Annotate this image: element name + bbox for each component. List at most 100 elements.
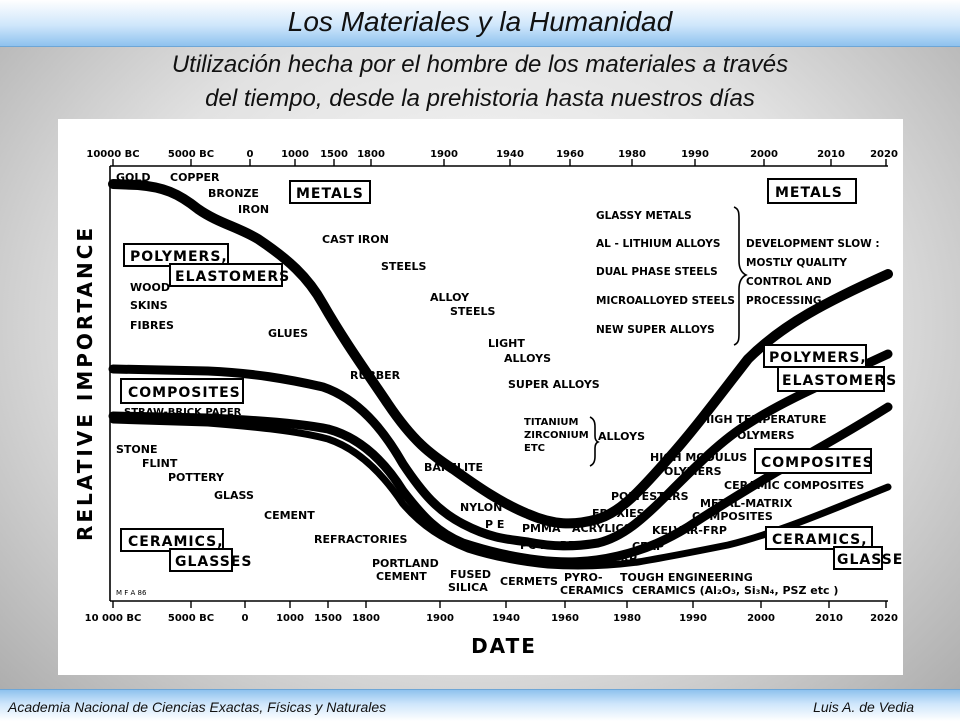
label-steels: STEELS [381,260,426,273]
elastomers-box-right [777,366,885,392]
label-super-alloys: SUPER ALLOYS [508,378,600,391]
materials-evolution-figure: 10000 BC 5000 BC 0 1000 1500 1800 1900 1… [58,119,903,675]
label-dual-phase: DUAL PHASE STEELS [596,266,718,278]
label-nylon: NYLON [460,501,502,514]
label-acrylics: ACRYLICS [572,522,632,535]
y-axis-title: RELATIVE IMPORTANCE [73,225,97,541]
label-stone: STONE [116,443,158,456]
ceramics-curve [109,416,892,570]
label-titanium: TITANIUM [524,417,579,428]
label-cermets: CERMETS [500,575,558,588]
slide-title: Los Materiales y la Humanidad [287,6,673,37]
top-tick-label: 5000 BC [168,149,214,160]
label-skins: SKINS [130,299,168,312]
label-glues: GLUES [268,327,308,340]
composites-curve [108,402,893,567]
metals-curve [108,179,893,529]
label-new-super-alloys: NEW SUPER ALLOYS [596,324,715,336]
composites-label-left: COMPOSITES [128,385,241,401]
label-epoxies: EPOXIES [592,507,645,520]
bottom-tick-label: 1980 [613,613,641,624]
glasses-box-left [169,548,233,572]
composites-label-right: COMPOSITES [761,455,874,471]
label-metal-matrix-2: COMPOSITES [692,510,773,523]
metals-box-right [767,178,857,204]
label-wood: WOOD [130,281,170,294]
label-pyro-1: PYRO- [564,571,603,584]
label-zirconium: ZIRCONIUM [524,430,589,441]
label-gfrp: GFRP [604,552,637,565]
top-tick-label: 1980 [618,149,646,160]
figure-credit: M F A 86 [116,589,147,597]
label-dev-slow-3: CONTROL AND [746,276,832,288]
bottom-tick-label: 1000 [276,613,304,624]
polymers-label-left: POLYMERS, [130,249,228,265]
label-pmma: PMMA [522,522,561,535]
top-tick-label: 2010 [817,149,845,160]
label-cast-iron: CAST IRON [322,233,389,246]
slide-subtitle: Utilización hecha por el hombre de los m… [0,48,960,116]
top-tick-label: 1900 [430,149,458,160]
bottom-tick-label: 1990 [679,613,707,624]
label-alloy-steels: STEELS [450,305,495,318]
bottom-tick-label: 2010 [815,613,843,624]
label-etc: ETC [524,443,545,454]
label-refractories: REFRACTORIES [314,533,407,546]
elastomers-box-left [169,263,283,287]
top-tick-label: 1000 [281,149,309,160]
label-cement: CEMENT [264,509,315,522]
label-alloy: ALLOY [430,291,470,304]
glasses-label-left: GLASSES [175,554,252,570]
bottom-tick-label: 1900 [426,613,454,624]
label-cfrp: CFRP [632,540,664,553]
label-fused-1: FUSED [450,568,491,581]
label-light: LIGHT [488,337,525,350]
polymers-label-right: POLYMERS, [769,350,867,366]
label-rubber: RUBBER [350,369,401,382]
label-bronze: BRONZE [208,187,259,200]
label-iron: IRON [238,203,269,216]
top-tick-label: 1960 [556,149,584,160]
label-pottery: POTTERY [168,471,225,484]
ceramics-label-right: CERAMICS, [772,532,868,548]
label-microalloyed: MICROALLOYED STEELS [596,295,735,307]
glasses-label-right: GLASSES [837,552,903,568]
subtitle-line-2: del tiempo, desde la prehistoria hasta n… [205,85,755,112]
top-tick-label: 2020 [870,149,898,160]
label-straw-brick: STRAW-BRICK PAPER [124,407,242,418]
label-dev-slow-2: MOSTLY QUALITY [746,257,847,269]
label-high-temp-1: HIGH TEMPERATURE [701,413,826,426]
label-high-modulus-1: HIGH MODULUS [650,451,747,464]
top-tick-label: 1940 [496,149,524,160]
label-gold: GOLD [116,171,151,184]
label-flint: FLINT [142,457,178,470]
label-light-alloys: ALLOYS [504,352,551,365]
label-glass: GLASS [214,489,254,502]
label-ceramic-composites: CERAMIC COMPOSITES [724,479,864,492]
label-dev-slow-4: PROCESSING [746,295,822,307]
label-fibres: FIBRES [130,319,174,332]
top-tick-label: 1500 [320,149,348,160]
composites-box-right [754,448,872,474]
ceramics-label-left: CERAMICS, [128,534,224,550]
footer-bar [0,689,960,721]
bottom-tick-label: 2020 [870,613,898,624]
bottom-tick-label: 10 000 BC [85,613,142,624]
subtitle-line-1: Utilización hecha por el hombre de los m… [171,51,789,78]
top-tick-label: 10000 BC [86,149,139,160]
composites-box-left [120,378,244,404]
label-tough-engineering: TOUGH ENGINEERING [620,571,753,584]
label-pyro-2: CERAMICS [560,584,624,597]
ceramics-box-right [765,526,873,550]
label-high-temp-2: POLYMERS [729,429,795,442]
x-axis-title: DATE [471,634,537,658]
materials-diagram: 10000 BC 5000 BC 0 1000 1500 1800 1900 1… [73,149,903,658]
label-copper: COPPER [170,171,220,184]
label-polyesters: POLYESTERS [611,490,689,503]
label-high-modulus-2: POLYMERS [656,465,722,478]
top-tick-label: 1800 [357,149,385,160]
label-al-lithium: AL - LITHIUM ALLOYS [596,238,720,250]
bottom-tick-label: 1800 [352,613,380,624]
label-pc-ps-pp: PC PS PP [520,539,576,552]
bottom-tick-label: 1940 [492,613,520,624]
